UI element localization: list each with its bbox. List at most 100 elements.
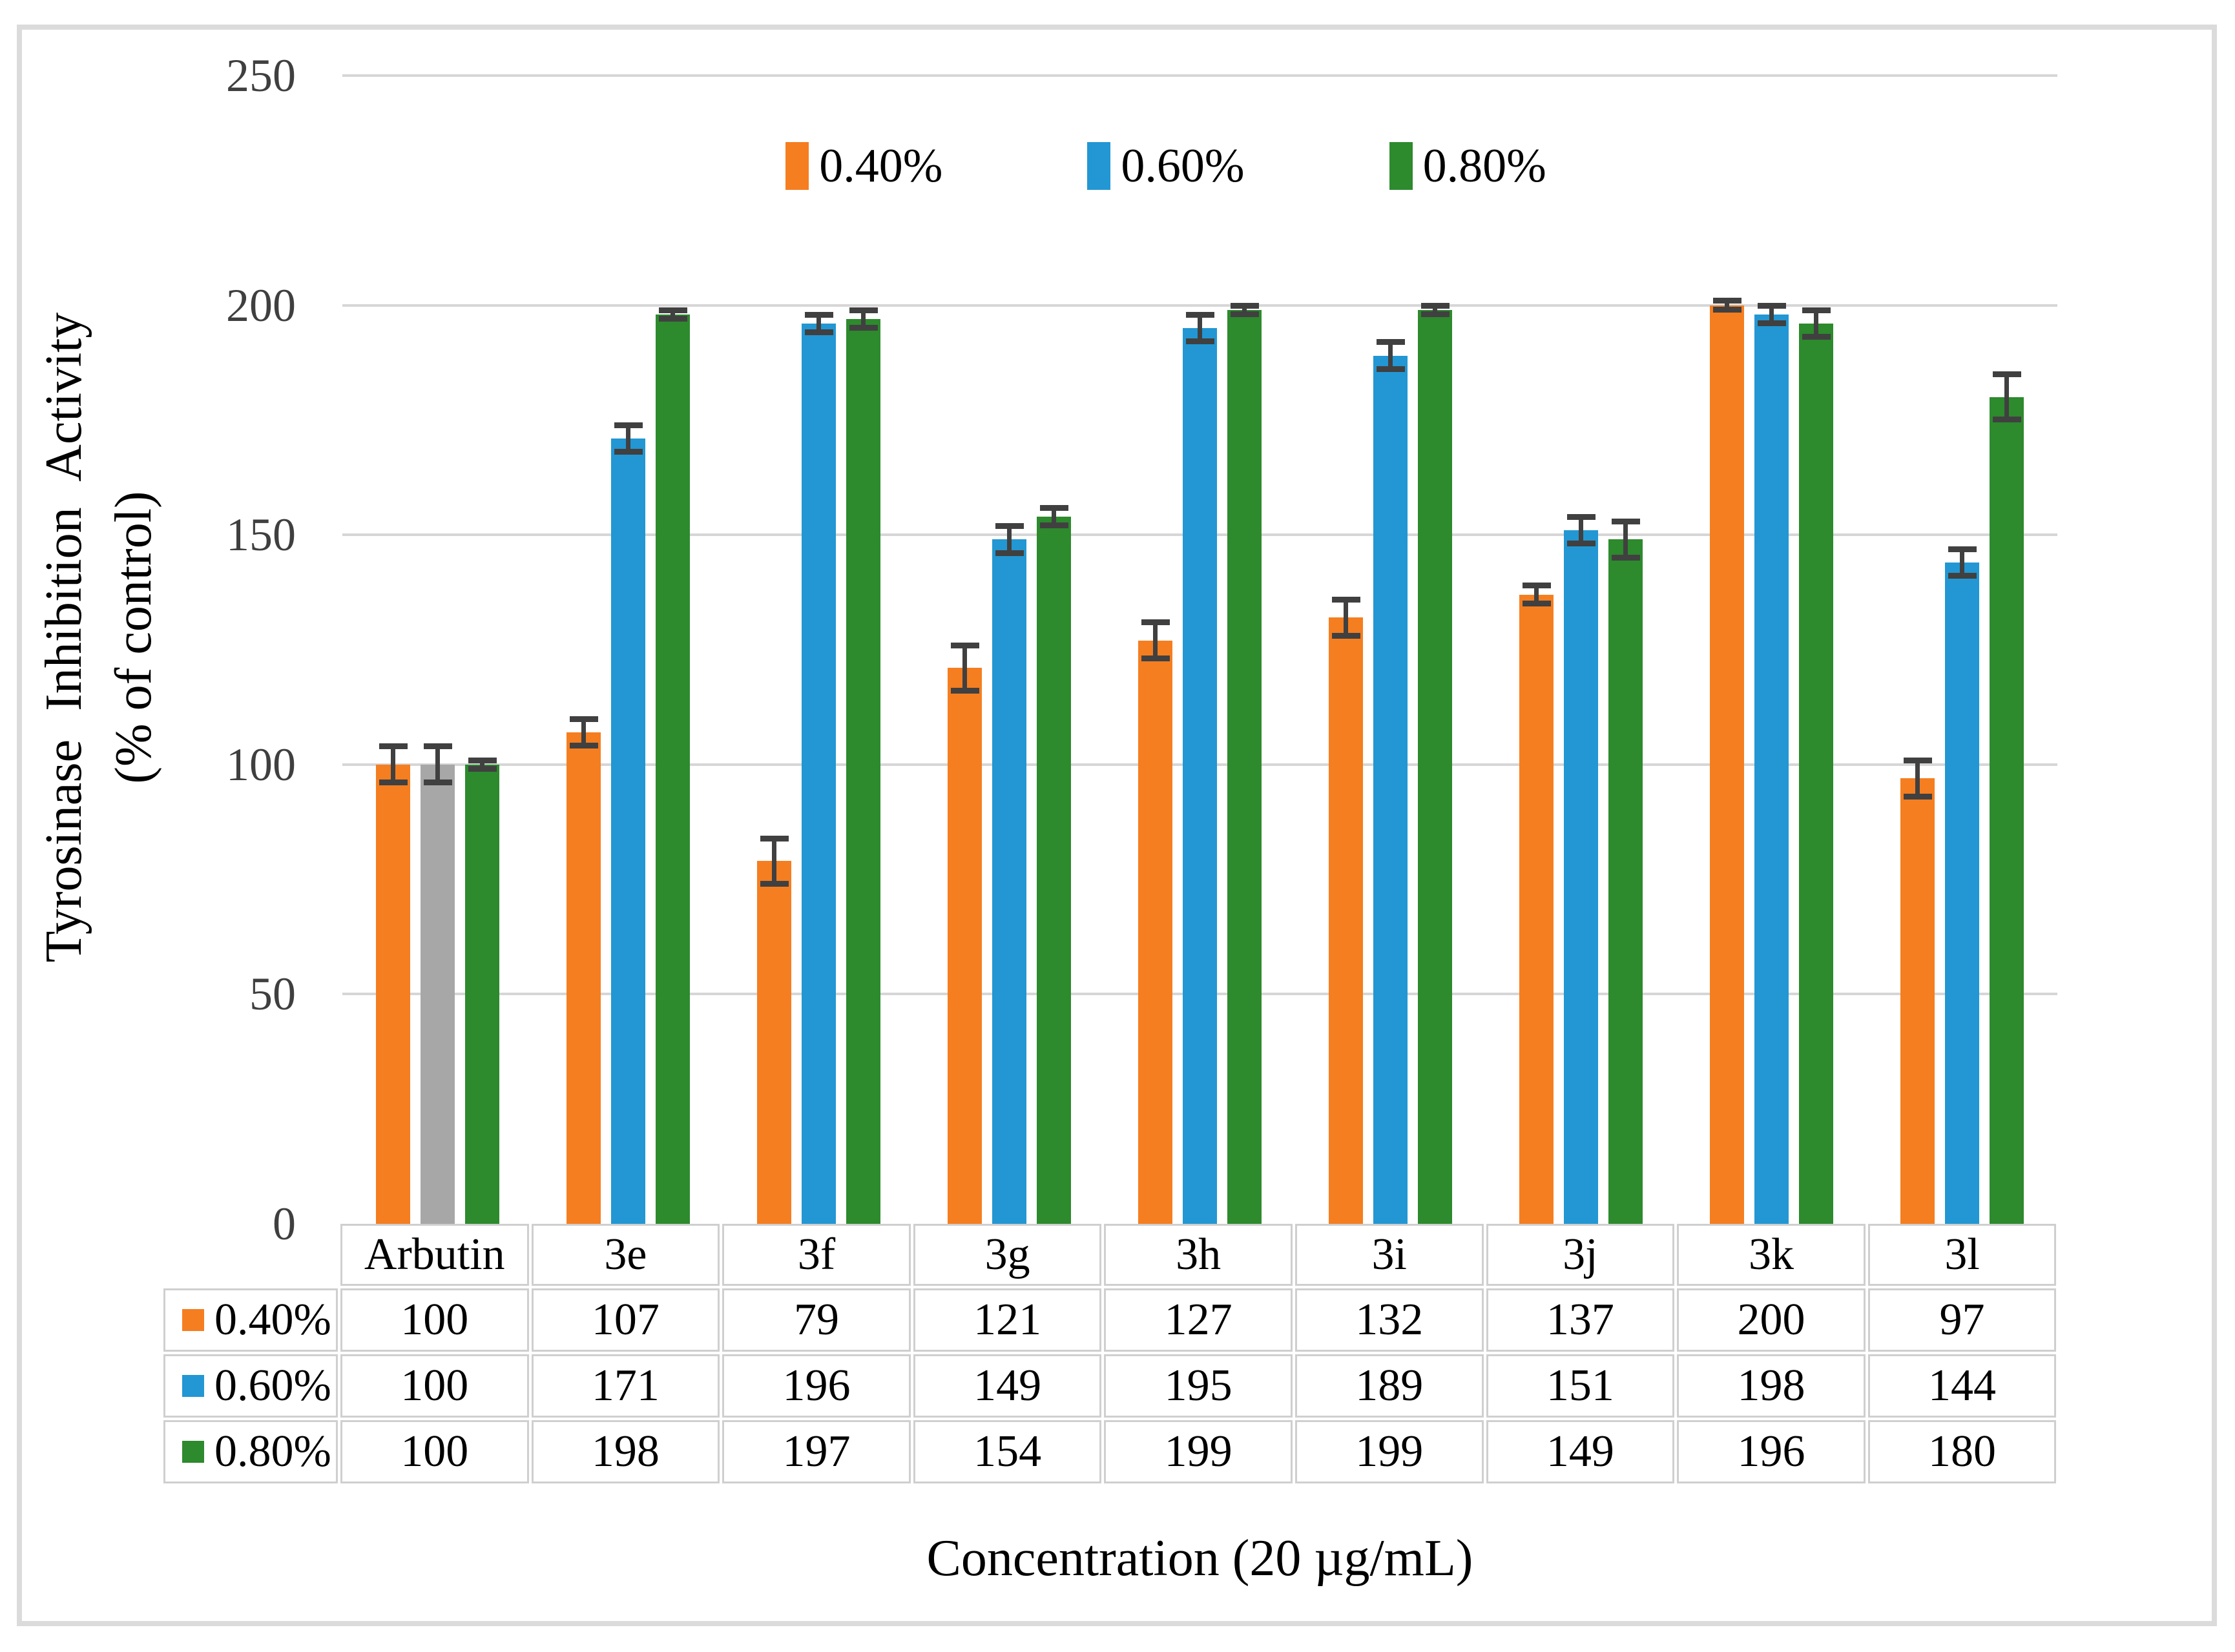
error-bar-cap-top (1376, 339, 1405, 346)
bar-3g-0.80% (1037, 516, 1071, 1224)
bar-3i-0.60% (1373, 355, 1408, 1224)
table-legend-swatch-icon (182, 1375, 204, 1397)
table-header-cell: 3j (1486, 1224, 1675, 1286)
table-row-label-text: 0.60% (214, 1361, 331, 1410)
error-bar-stem (1433, 305, 1437, 315)
table-header-cell: 3h (1104, 1224, 1293, 1286)
table-cell: 196 (722, 1354, 911, 1418)
table-cell: 149 (1486, 1420, 1675, 1483)
table-legend-swatch-icon (182, 1441, 204, 1463)
bar-3f-0.40% (757, 861, 791, 1224)
error-bar-stem (1242, 305, 1247, 315)
bar-3e-0.40% (567, 732, 601, 1224)
legend-item-0.80%: 0.80% (1389, 142, 1546, 190)
table-cell: 199 (1294, 1420, 1484, 1483)
table-cell: 79 (722, 1288, 911, 1352)
data-table: Arbutin 3e 3f 3g 3h 3i 3j 3k 3l 0.40% 100 107 79 121 1… (163, 1224, 2057, 1483)
error-bar-cap-bottom (995, 550, 1024, 556)
y-tick-label-150: 150 (226, 509, 296, 561)
table-row-label-text: 0.80% (214, 1427, 331, 1476)
table-row-label: 0.40% (163, 1288, 338, 1352)
error-bar-stem (1007, 525, 1012, 553)
bar-3k-0.40% (1710, 305, 1744, 1224)
table-cell: 100 (340, 1420, 529, 1483)
table-cell: 198 (1677, 1354, 1866, 1418)
bar-3h-0.80% (1227, 309, 1262, 1224)
table-cell: 149 (913, 1354, 1102, 1418)
legend-item-0.40%: 0.40% (785, 142, 942, 190)
error-bar-cap-top (569, 716, 598, 722)
error-bar-stem (1623, 521, 1628, 558)
table-cell: 137 (1486, 1288, 1675, 1352)
error-bar-cap-bottom (468, 765, 497, 772)
error-bar-stem (1388, 342, 1393, 370)
table-cell: 199 (1104, 1420, 1293, 1483)
error-bar-stem (2004, 374, 2009, 420)
table-cell: 171 (531, 1354, 720, 1418)
table-header-cell: 3e (531, 1224, 720, 1286)
table-row-label: 0.80% (163, 1420, 338, 1483)
error-bar-cap-bottom (1376, 366, 1405, 373)
error-bar-stem (1725, 300, 1729, 310)
y-tick-label-0: 0 (273, 1198, 296, 1250)
error-bar-cap-top (1712, 298, 1741, 304)
table-cell: 196 (1677, 1420, 1866, 1483)
error-bar-cap-bottom (1712, 306, 1741, 313)
error-bar-cap-top (849, 307, 878, 313)
bar-3g-0.60% (992, 539, 1026, 1224)
table-row-label: 0.60% (163, 1354, 338, 1418)
bar-3k-0.80% (1799, 324, 1833, 1224)
error-bar-stem (816, 314, 821, 333)
error-bar-cap-top (1757, 302, 1786, 309)
legend-item-0.60%: 0.60% (1087, 142, 1245, 190)
error-bar-cap-top (658, 307, 687, 313)
table-cell: 100 (340, 1288, 529, 1352)
error-bar-cap-top (1420, 302, 1450, 309)
bar-3f-0.80% (846, 318, 880, 1224)
bar-3h-0.60% (1183, 328, 1217, 1224)
error-bar-stem (1814, 309, 1818, 338)
table-cell: 154 (913, 1420, 1102, 1483)
error-bar-cap-top (1566, 513, 1596, 520)
error-bar-cap-top (1903, 757, 1932, 763)
table-row-label-text: 0.40% (214, 1295, 331, 1345)
table-cell: 97 (1867, 1288, 2057, 1352)
y-tick-label-100: 100 (226, 738, 296, 790)
error-bar-cap-top (804, 311, 833, 318)
table-header-cell: 3g (913, 1224, 1102, 1286)
error-bar-cap-bottom (760, 880, 789, 887)
error-bar-stem (581, 718, 586, 747)
error-bar-cap-bottom (1903, 793, 1932, 800)
error-bar-cap-top (468, 757, 497, 763)
error-bar-cap-top (1039, 504, 1068, 511)
error-bar-stem (962, 645, 967, 691)
bar-3f-0.60% (802, 324, 836, 1224)
bar-Arbutin-0.80% (465, 764, 499, 1224)
error-bar-cap-bottom (1566, 541, 1596, 547)
table-cell: 121 (913, 1288, 1102, 1352)
error-bar-cap-top (1948, 546, 1977, 552)
y-axis-title-line2: (% of control) (105, 491, 162, 784)
error-bar-stem (1915, 759, 1920, 797)
table-cell: 107 (531, 1288, 720, 1352)
error-bar-cap-bottom (804, 329, 833, 336)
error-bar-cap-bottom (950, 688, 979, 694)
table-cell: 132 (1294, 1288, 1484, 1352)
bar-3j-0.60% (1564, 530, 1598, 1224)
bar-3h-0.40% (1138, 640, 1172, 1224)
error-bar-cap-top (1141, 619, 1170, 626)
error-bar-cap-bottom (423, 780, 452, 786)
table-cell: 100 (340, 1354, 529, 1418)
table-cell: 127 (1104, 1288, 1293, 1352)
error-bar-cap-top (760, 835, 789, 841)
error-bar-cap-bottom (1230, 311, 1259, 317)
error-bar-stem (1052, 507, 1056, 526)
bar-3l-0.60% (1945, 562, 1979, 1224)
gridline-250 (342, 74, 2057, 77)
error-bar-cap-bottom (1331, 632, 1360, 639)
error-bar-stem (861, 309, 866, 329)
y-tick-label-250: 250 (226, 50, 296, 101)
legend: 0.40% 0.60% 0.80% (258, 137, 2074, 195)
error-bar-stem (435, 746, 440, 783)
error-bar-cap-bottom (1420, 311, 1450, 317)
